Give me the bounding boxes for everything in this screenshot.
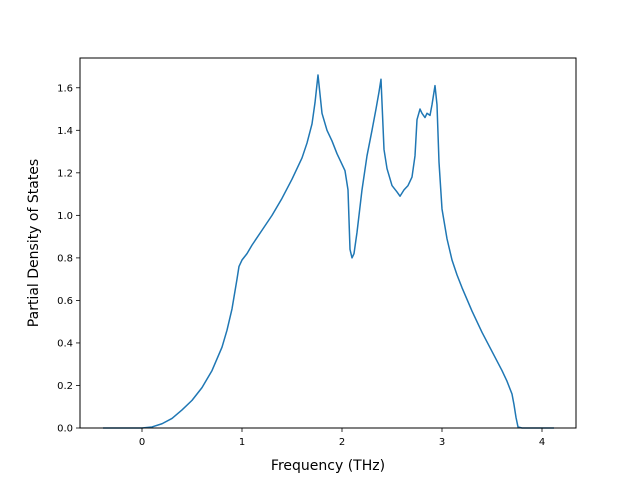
y-axis: 0.0 0.2 0.4 0.6 0.8 1.0 1.2 1.4 1.6	[57, 83, 80, 435]
y-tick-label: 1.4	[57, 126, 73, 137]
y-tick-label: 0.0	[57, 424, 73, 435]
y-axis-label: Partial Density of States	[26, 159, 42, 327]
y-tick-label: 0.2	[57, 381, 73, 392]
x-tick-label: 0	[139, 437, 145, 448]
x-tick-label: 1	[239, 437, 245, 448]
y-tick-label: 1.2	[57, 168, 73, 179]
y-tick-label: 1.0	[57, 211, 73, 222]
axes-frame	[79, 57, 577, 429]
y-tick-label: 0.8	[57, 253, 73, 264]
y-tick-label: 0.4	[57, 338, 73, 349]
y-tick-label: 0.6	[57, 296, 73, 307]
x-tick-label: 2	[339, 437, 345, 448]
plot-area	[103, 74, 554, 429]
pdos-line-series-0	[103, 74, 554, 429]
x-tick-label: 3	[439, 437, 445, 448]
x-axis-label: Frequency (THz)	[271, 458, 385, 474]
x-axis: 0 1 2 3 4	[139, 428, 545, 448]
x-tick-label: 4	[539, 437, 545, 448]
y-tick-label: 1.6	[57, 83, 73, 94]
